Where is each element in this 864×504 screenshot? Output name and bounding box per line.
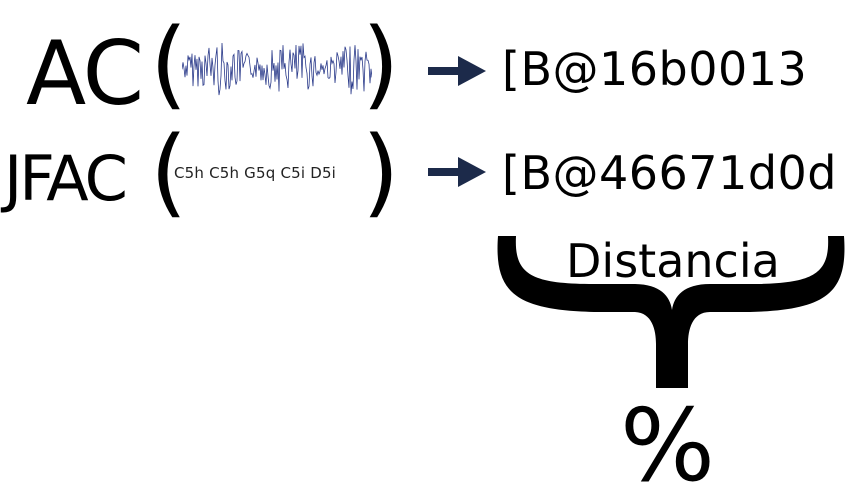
ac-right-arrow-icon: [428, 56, 486, 86]
distance-label: Distancia: [566, 234, 780, 288]
ac-output-value: [B@16b0013: [502, 42, 808, 96]
waveform-trace: [182, 42, 372, 96]
jfac-note-sequence: C5h C5h G5q C5i D5i: [174, 164, 337, 182]
ac-close-paren: ): [362, 8, 400, 120]
ac-function-label: AC: [26, 22, 144, 125]
jfac-function-label: JFAC: [4, 142, 128, 215]
jfac-output-value: [B@46671d0d: [502, 146, 838, 200]
ac-open-paren: (: [150, 8, 188, 120]
waveform-icon: [182, 42, 372, 96]
jfac-right-arrow-icon: [428, 157, 486, 187]
jfac-open-paren: (: [150, 116, 188, 228]
curly-brace-down-icon: [497, 236, 845, 388]
jfac-close-paren: ): [362, 116, 400, 228]
result-percent-symbol: %: [620, 387, 716, 504]
